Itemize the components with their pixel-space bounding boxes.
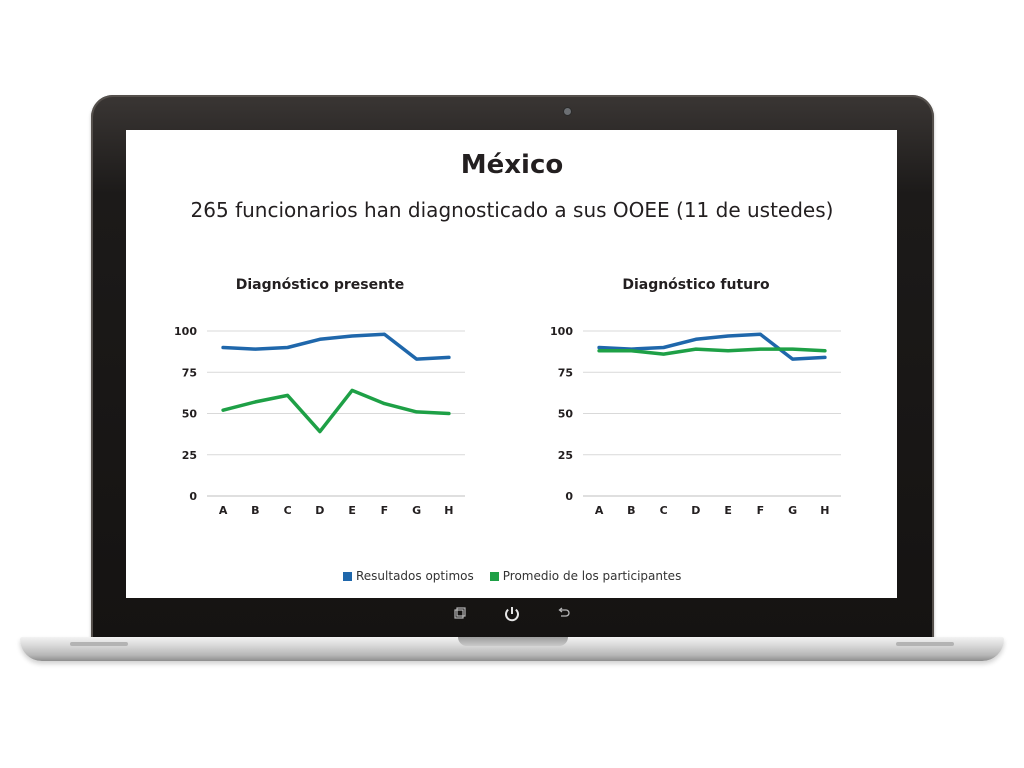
chart-legend: Resultados optimos Promedio de los parti… [343, 568, 697, 584]
laptop-notch [458, 637, 568, 646]
x-tick-label: H [820, 504, 829, 517]
x-tick-label: A [219, 504, 228, 517]
y-tick-label: 75 [558, 366, 573, 379]
device-buttons [0, 607, 1024, 627]
webcam-icon [564, 108, 571, 115]
x-tick-label: C [284, 504, 292, 517]
legend-item-blue: Resultados optimos [343, 569, 474, 583]
series-line-promedio-participantes [221, 388, 451, 434]
x-tick-label: G [412, 504, 421, 517]
laptop-vent-left [70, 642, 128, 646]
back-icon[interactable] [557, 607, 571, 622]
chart-title: Diagnóstico presente [236, 277, 405, 293]
slide-title: México [460, 150, 564, 180]
x-tick-label: B [251, 504, 259, 517]
x-tick-label: E [724, 504, 732, 517]
y-tick-label: 100 [174, 325, 197, 338]
slide-subtitle: 265 funcionarios han diagnosticado a sus… [190, 198, 834, 222]
legend-label-green: Promedio de los participantes [502, 569, 682, 583]
recent-apps-icon[interactable] [454, 607, 466, 622]
legend-label-blue: Resultados optimos [356, 569, 474, 583]
y-tick-label: 25 [182, 449, 197, 462]
x-tick-label: F [757, 504, 765, 517]
laptop-screen [126, 130, 897, 598]
x-tick-label: A [595, 504, 604, 517]
laptop-vent-right [896, 642, 954, 646]
x-tick-label: E [348, 504, 356, 517]
y-tick-label: 0 [189, 490, 197, 503]
y-tick-label: 75 [182, 366, 197, 379]
x-tick-label: D [691, 504, 700, 517]
x-tick-label: D [315, 504, 324, 517]
y-tick-label: 50 [182, 408, 198, 421]
legend-swatch-blue [343, 571, 352, 581]
y-tick-label: 0 [565, 490, 573, 503]
x-tick-label: C [660, 504, 668, 517]
x-tick-label: F [381, 504, 389, 517]
series-line-resultados-optimos [597, 332, 827, 361]
y-tick-label: 50 [558, 408, 574, 421]
x-tick-label: B [627, 504, 635, 517]
x-tick-label: H [444, 504, 453, 517]
chart-title: Diagnóstico futuro [622, 277, 770, 293]
y-tick-label: 100 [550, 325, 573, 338]
y-tick-label: 25 [558, 449, 573, 462]
legend-item-green: Promedio de los participantes [489, 569, 682, 583]
power-icon[interactable] [503, 605, 521, 626]
series-line-resultados-optimos [221, 332, 451, 361]
x-tick-label: G [788, 504, 797, 517]
legend-swatch-green [489, 571, 499, 581]
series-line-promedio-participantes [597, 347, 827, 356]
